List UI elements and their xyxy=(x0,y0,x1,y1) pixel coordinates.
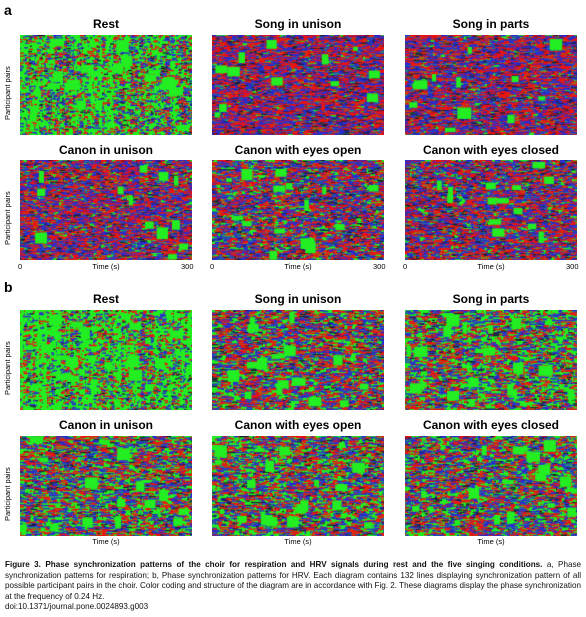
panel-a-diagram-6-x-axis-label: Time (s) xyxy=(477,262,505,271)
panel-b-diagram-3-title: Song in parts xyxy=(452,292,530,306)
panel-a-diagram-2-heatmap xyxy=(212,35,384,135)
caption-title: Figure 3. Phase synchronization patterns… xyxy=(5,560,543,569)
panel-a-row-1-y-axis-label: Participant pairs xyxy=(3,66,12,120)
panel-b-label: b xyxy=(4,279,13,295)
heatmap-canvas xyxy=(212,310,384,410)
panel-b-diagram-4-title: Canon in unison xyxy=(59,418,153,432)
panel-a-diagram-5-x-axis-label: Time (s) xyxy=(284,262,312,271)
heatmap-canvas xyxy=(405,160,577,260)
panel-a-diagram-4-heatmap xyxy=(20,160,192,260)
panel-a-diagram-1-heatmap xyxy=(20,35,192,135)
caption-doi: doi:10.1371/journal.pone.0024893.g003 xyxy=(5,602,149,612)
panel-a-diagram-4-x-tick-end: 300 xyxy=(181,262,194,271)
heatmap-canvas xyxy=(20,310,192,410)
panel-a-row-2-y-axis-label: Participant pairs xyxy=(3,191,12,245)
panel-b-diagram-4-heatmap xyxy=(20,436,192,536)
panel-b-diagram-1-title: Rest xyxy=(92,292,119,306)
panel-b-diagram-4-x-axis-label: Time (s) xyxy=(92,537,120,546)
figure-caption: Figure 3. Phase synchronization patterns… xyxy=(5,560,581,613)
panel-b-diagram-5-title: Canon with eyes open xyxy=(234,418,362,432)
panel-b-diagram-6-title: Canon with eyes closed xyxy=(422,418,560,432)
heatmap-canvas xyxy=(405,310,577,410)
panel-a-diagram-5-heatmap xyxy=(212,160,384,260)
panel-b-diagram-6-heatmap xyxy=(405,436,577,536)
panel-a-diagram-5-x-tick-start: 0 xyxy=(210,262,215,271)
panel-a-diagram-4-x-tick-start: 0 xyxy=(18,262,23,271)
caption-body: a, Phase synchronization patterns for re… xyxy=(5,560,582,601)
panel-a-diagram-5-title: Canon with eyes open xyxy=(234,143,362,157)
panel-b-row-2-y-axis-label: Participant pairs xyxy=(3,467,12,521)
panel-a-label: a xyxy=(4,2,12,18)
panel-b-diagram-2-title: Song in unison xyxy=(254,292,342,306)
panel-a-diagram-5-x-tick-end: 300 xyxy=(373,262,386,271)
panel-b-row-1-y-axis-label: Participant pairs xyxy=(3,341,12,395)
panel-a-diagram-6-heatmap xyxy=(405,160,577,260)
panel-a-diagram-6-title: Canon with eyes closed xyxy=(422,143,560,157)
panel-a-diagram-4-x-axis-label: Time (s) xyxy=(92,262,120,271)
heatmap-canvas xyxy=(212,35,384,135)
panel-a-diagram-4-title: Canon in unison xyxy=(59,143,153,157)
panel-b-diagram-5-heatmap xyxy=(212,436,384,536)
heatmap-canvas xyxy=(405,35,577,135)
panel-a-diagram-3-heatmap xyxy=(405,35,577,135)
heatmap-canvas xyxy=(20,436,192,536)
panel-b-diagram-3-heatmap xyxy=(405,310,577,410)
heatmap-canvas xyxy=(212,160,384,260)
heatmap-canvas xyxy=(20,160,192,260)
panel-a-diagram-3-title: Song in parts xyxy=(452,17,530,31)
panel-b-diagram-2-heatmap xyxy=(212,310,384,410)
panel-b-diagram-5-x-axis-label: Time (s) xyxy=(284,537,312,546)
panel-b-diagram-6-x-axis-label: Time (s) xyxy=(477,537,505,546)
heatmap-canvas xyxy=(405,436,577,536)
panel-a-diagram-2-title: Song in unison xyxy=(254,17,342,31)
panel-a-diagram-6-x-tick-start: 0 xyxy=(403,262,408,271)
panel-a-diagram-1-title: Rest xyxy=(92,17,119,31)
panel-a-diagram-6-x-tick-end: 300 xyxy=(566,262,579,271)
heatmap-canvas xyxy=(20,35,192,135)
heatmap-canvas xyxy=(212,436,384,536)
panel-b-diagram-1-heatmap xyxy=(20,310,192,410)
